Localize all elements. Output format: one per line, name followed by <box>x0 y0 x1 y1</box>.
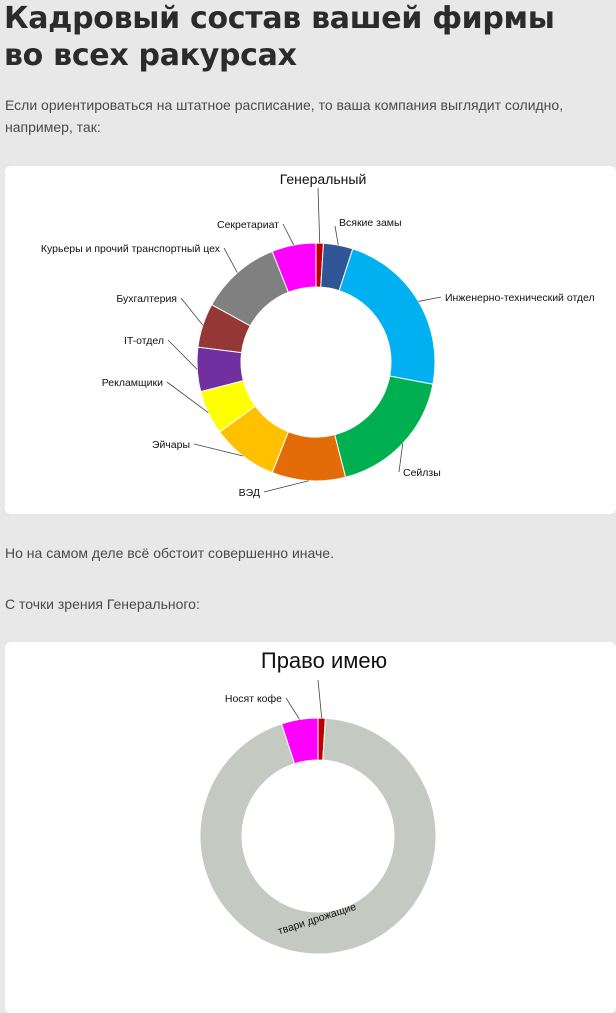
label-сейлзы: Сейлзы <box>403 467 441 479</box>
leader-it-отдел <box>167 339 198 370</box>
label-бухгалтерия: Бухгалтерия <box>116 293 177 305</box>
leader-право-имею <box>317 679 323 719</box>
ceo-chart-card: Право имею Носят кофе твари дрожащие <box>5 642 616 1013</box>
org-chart-card: Генеральный Всякие замы Инженерно-техничес… <box>5 166 616 514</box>
label-секретариат: Секретариат <box>217 219 279 231</box>
leader-курьеры-и-прочий-транспортный-цех <box>223 247 238 273</box>
org-donut-chart: Генеральный Всякие замы Инженерно-техничес… <box>41 171 595 499</box>
leader-эйчары <box>193 443 244 457</box>
slice-носят-кофе <box>280 717 319 765</box>
leader-вэд <box>263 480 309 493</box>
leader-всякие-замы <box>334 225 339 246</box>
label-всякие-замы: Всякие замы <box>339 217 402 229</box>
leader-инженерно-технический-отдел <box>418 296 442 302</box>
intro-paragraph: Если ориентироваться на штатное расписан… <box>5 94 616 138</box>
label-право-имею: Право имею <box>261 648 387 673</box>
slice-инженерно-технический-отдел <box>338 248 436 385</box>
slice-твари-дрожащие <box>199 717 437 955</box>
label-it-отдел: IT-отдел <box>124 335 164 347</box>
leader-носят-кофе <box>285 697 300 720</box>
paragraph-ceo-view: С точки зрения Генерального: <box>5 596 200 612</box>
title-line-2: во всех ракурсах <box>4 38 297 73</box>
slice-сейлзы <box>334 375 434 478</box>
paragraph-reality: Но на самом деле всё обстоит совершенно … <box>5 545 334 561</box>
title-line-1: Кадровый состав вашей фирмы <box>4 1 555 36</box>
article-title: Кадровый состав вашей фирмы во всех раку… <box>4 0 616 74</box>
slice-секретариат <box>271 242 317 293</box>
leader-рекламщики <box>166 381 209 413</box>
label-инженерно-технический-отдел: Инженерно-технический отдел <box>445 292 595 304</box>
intro-line-2: например, так: <box>5 119 101 135</box>
label-вэд: ВЭД <box>239 487 260 499</box>
leader-генеральный <box>317 187 321 244</box>
leader-секретариат <box>282 223 295 246</box>
leader-сейлзы <box>398 443 404 473</box>
label-генеральный: Генеральный <box>280 171 367 187</box>
label-эйчары: Эйчары <box>152 439 190 451</box>
label-рекламщики: Рекламщики <box>102 377 163 389</box>
intro-line-1: Если ориентироваться на штатное расписан… <box>5 97 564 113</box>
label-курьеры-и-прочий-транспортный-цех: Курьеры и прочий транспортный цех <box>41 243 221 255</box>
leader-бухгалтерия <box>180 297 204 326</box>
label-носят-кофе: Носят кофе <box>225 693 282 705</box>
